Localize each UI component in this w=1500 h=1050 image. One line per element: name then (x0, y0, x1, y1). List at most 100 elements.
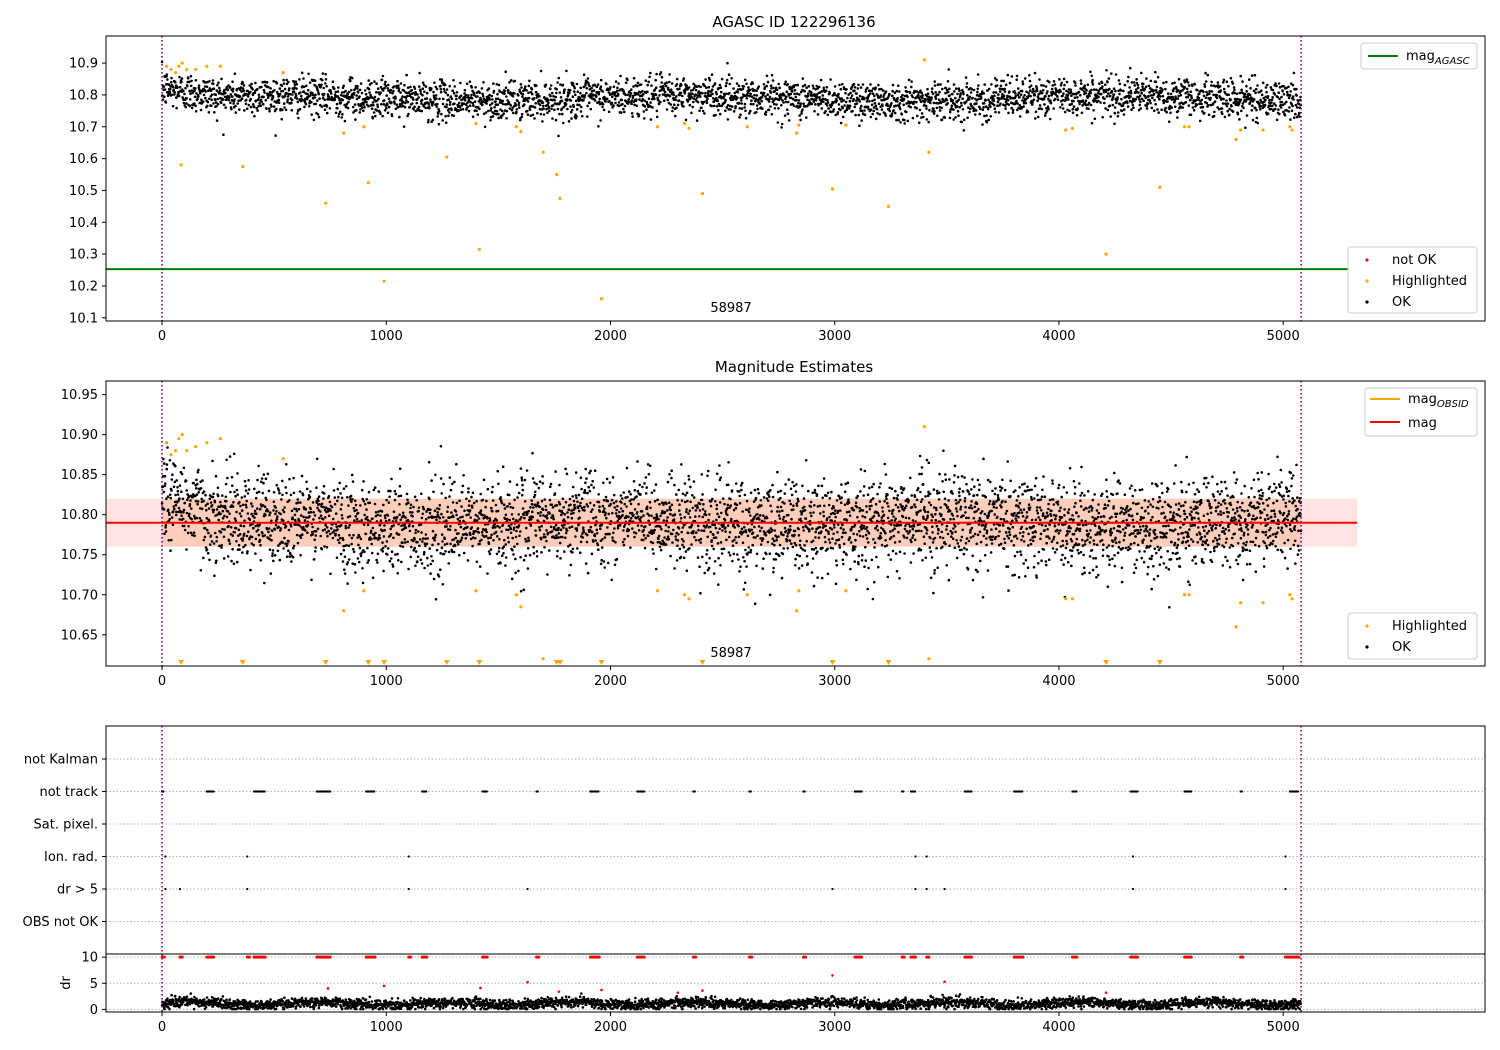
below-range-marker (699, 660, 706, 665)
flag-point (643, 790, 646, 793)
highlighted-point (797, 123, 801, 127)
flag-point (913, 790, 917, 793)
y-tick-label: 10.70 (61, 588, 98, 603)
dr-capped-point (1135, 955, 1139, 959)
dr-capped-point (212, 955, 216, 959)
highlighted-point (342, 609, 346, 613)
category-label: Ion. rad. (44, 850, 98, 865)
legend-mag-label: mag (1408, 416, 1437, 431)
highlighted-point (179, 163, 183, 167)
y-tick-label: 10.90 (61, 428, 98, 443)
highlighted-point (205, 64, 209, 68)
highlighted-point (797, 589, 801, 593)
y-tick-label: 10.5 (69, 184, 98, 199)
below-range-marker (381, 660, 388, 665)
below-range-marker (443, 660, 450, 665)
flag-point (943, 887, 946, 891)
highlighted-point (541, 150, 545, 154)
highlighted-point (366, 180, 370, 185)
y-tick-label: 10.3 (69, 248, 98, 263)
dr-red-point (943, 980, 946, 983)
legend-top-box (1360, 42, 1478, 70)
flag-point (407, 887, 410, 891)
legend-obsid-label: magOBSID (1408, 392, 1469, 410)
highlighted-point (922, 58, 927, 62)
highlighted-point (180, 61, 184, 65)
x-tick-label: 5000 (1267, 674, 1300, 689)
y-tick-label: 10 (81, 951, 98, 966)
flag-point (1136, 790, 1139, 793)
highlighted-point (185, 449, 189, 453)
dr-capped-point (162, 955, 166, 959)
legend2-ok-swatch (1365, 645, 1369, 649)
legend2-highlighted-label: Highlighted (1392, 619, 1467, 634)
highlighted-point (324, 201, 328, 205)
highlighted-point (886, 204, 891, 208)
dr-capped-point (927, 955, 931, 959)
below-range-marker (178, 660, 185, 665)
x-tick-label: 0 (158, 674, 166, 689)
highlighted-point (1070, 597, 1075, 601)
highlighted-point (1261, 601, 1265, 605)
flag-point (212, 790, 215, 793)
highlighted-point (514, 125, 518, 129)
x-tick-label: 2000 (594, 674, 627, 689)
below-range-marker (1103, 660, 1110, 665)
highlighted-point (1234, 625, 1238, 629)
dr-capped-point (597, 955, 601, 959)
highlighted-point (164, 441, 169, 445)
y-tick-label: 10.80 (61, 508, 98, 523)
highlighted-point (177, 437, 181, 441)
legend-notok-swatch (1365, 258, 1369, 262)
flag-point (914, 887, 917, 891)
highlighted-point (1234, 137, 1238, 142)
panel1-plot-area: 0 1000 2000 3000 4000 5000 10.1 10.2 10.3 10.4 10.… (69, 35, 1486, 344)
highlighted-point (281, 71, 285, 75)
dr-capped-point (373, 955, 377, 959)
dr-capped-point (913, 955, 917, 959)
legend-highlighted-swatch (1365, 279, 1369, 283)
panel4-ylabel: dr (59, 976, 74, 990)
highlighted-point (1290, 128, 1294, 132)
highlighted-point (844, 589, 848, 593)
flag-point (1075, 790, 1078, 793)
magnitude-panel: Magnitude Estimates 0 1000 2000 3000 4000 500… (61, 358, 1486, 689)
legend-agasc-label: magAGASC (1406, 49, 1470, 67)
highlighted-point (1288, 593, 1292, 597)
flag-point (803, 790, 806, 793)
y-tick-label: 10.75 (61, 548, 98, 563)
highlighted-point (599, 297, 604, 301)
x-tick-label: 0 (158, 1020, 166, 1035)
highlighted-point (173, 449, 178, 453)
highlighted-point (445, 155, 449, 159)
flag-point (1131, 855, 1135, 858)
dr-capped-point (409, 955, 413, 959)
dr-panel: 0 1000 2000 3000 4000 5000 0 5 10 dr (59, 951, 1486, 1035)
highlighted-point (656, 125, 660, 129)
highlighted-point (382, 279, 386, 283)
dr-capped-point (860, 955, 864, 959)
flag-point (485, 790, 488, 793)
dr-red-point (479, 986, 482, 990)
y-tick-label: 0 (90, 1003, 98, 1018)
dr-capped-point (537, 955, 541, 959)
dr-red-point (557, 990, 561, 993)
highlighted-point (795, 131, 799, 135)
flag-point (1021, 790, 1024, 793)
below-range-marker (322, 660, 329, 665)
highlighted-point (844, 123, 848, 127)
flag-point (1296, 790, 1300, 793)
legend-bottom-box (1347, 246, 1478, 314)
x-tick-label: 4000 (1042, 674, 1075, 689)
flag-point (925, 887, 928, 891)
legend-ok-swatch (1365, 300, 1369, 304)
highlighted-point (1064, 128, 1068, 132)
highlighted-point (519, 129, 523, 134)
highlighted-point (830, 187, 835, 191)
panel2-annotation: 58987 (710, 646, 751, 661)
highlighted-point (164, 64, 169, 68)
below-range-marker (885, 660, 892, 665)
highlighted-point (1238, 128, 1243, 132)
dr-capped-point (694, 955, 698, 959)
dr-capped-point (750, 955, 754, 959)
